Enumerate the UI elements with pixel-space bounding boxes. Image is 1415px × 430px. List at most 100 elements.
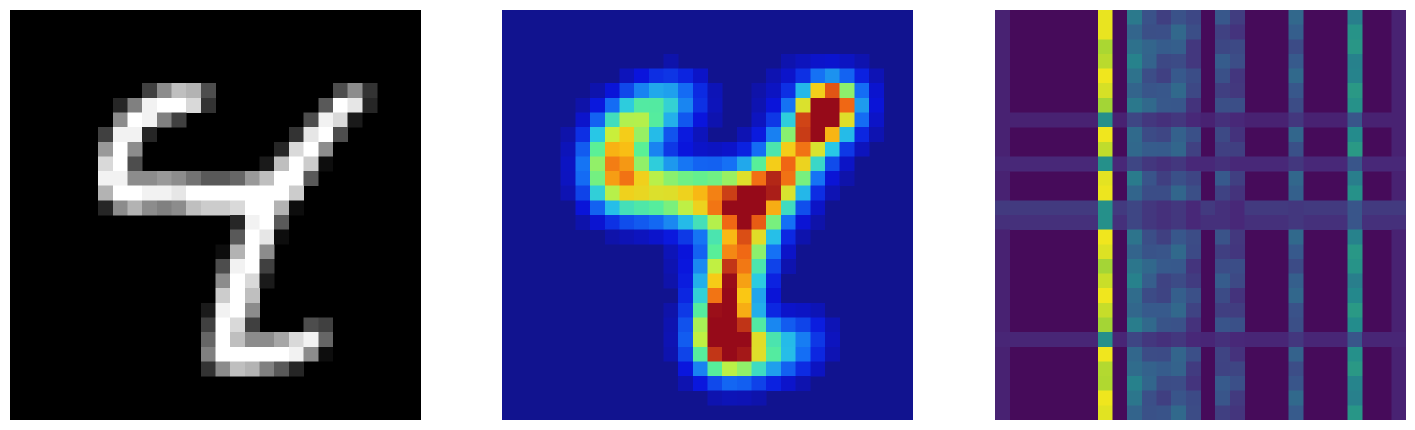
attention-cell bbox=[1156, 156, 1172, 172]
attention-cell bbox=[1347, 141, 1363, 157]
heatmap-cell bbox=[824, 156, 840, 172]
attention-cell bbox=[995, 288, 1010, 304]
attention-cell bbox=[1024, 215, 1040, 230]
attention-cell bbox=[1156, 10, 1172, 25]
attention-cell bbox=[1097, 361, 1113, 377]
attention-cell bbox=[1347, 302, 1363, 318]
attention-cell bbox=[1332, 156, 1348, 172]
attention-cell bbox=[1185, 171, 1201, 187]
digit-pixel bbox=[274, 156, 290, 172]
heatmap-cell bbox=[663, 185, 679, 201]
attention-cell bbox=[1391, 215, 1406, 230]
attention-cell bbox=[1127, 39, 1143, 55]
heatmap-cell bbox=[707, 332, 723, 348]
attention-cell bbox=[1112, 112, 1128, 128]
heatmap-cell bbox=[619, 185, 635, 201]
digit-pixel bbox=[156, 97, 172, 113]
heatmap-cell bbox=[868, 127, 884, 143]
heatmap-cell bbox=[736, 288, 752, 304]
heatmap-cell bbox=[707, 171, 723, 187]
digit-pixel bbox=[230, 244, 246, 260]
heatmap-cell bbox=[663, 258, 679, 274]
attention-cell bbox=[1229, 156, 1245, 172]
digit-pixel bbox=[186, 200, 202, 216]
digit-pixel bbox=[288, 141, 304, 157]
heatmap-cell bbox=[795, 112, 811, 128]
attention-cell bbox=[1171, 200, 1187, 216]
heatmap-cell bbox=[590, 200, 606, 216]
attention-cell bbox=[1185, 185, 1201, 201]
attention-cell bbox=[1288, 39, 1304, 55]
heatmap-cell bbox=[766, 258, 782, 274]
digit-pixel bbox=[186, 185, 202, 201]
digit-pixel bbox=[215, 317, 231, 333]
attention-cell bbox=[1171, 346, 1187, 362]
heatmap-cell bbox=[663, 215, 679, 230]
digit-pixel bbox=[98, 141, 114, 157]
heatmap-cell bbox=[780, 244, 796, 260]
digit-pixel bbox=[274, 346, 290, 362]
digit-pixel bbox=[288, 171, 304, 187]
attention-cell bbox=[1171, 288, 1187, 304]
heatmap-cell bbox=[810, 171, 826, 187]
heatmap-cell bbox=[678, 273, 694, 289]
heatmap-cell bbox=[780, 346, 796, 362]
attention-cell bbox=[1391, 24, 1406, 40]
heatmap-cell bbox=[648, 215, 664, 230]
digit-pixel bbox=[244, 317, 260, 333]
heatmap-cell bbox=[810, 68, 826, 84]
digit-pixel bbox=[215, 258, 231, 274]
attention-cell bbox=[1053, 332, 1069, 348]
attention-cell bbox=[1288, 405, 1304, 420]
digit-pixel bbox=[142, 112, 158, 128]
heatmap-cell bbox=[810, 200, 826, 216]
heatmap-cell bbox=[839, 97, 855, 113]
heatmap-cell bbox=[575, 112, 591, 128]
digit-pixel bbox=[186, 97, 202, 113]
digit-pixel bbox=[288, 346, 304, 362]
attention-cell bbox=[1288, 83, 1304, 99]
attention-cell bbox=[995, 185, 1010, 201]
attention-cell bbox=[995, 302, 1010, 318]
heatmap-cell bbox=[678, 185, 694, 201]
heatmap-cell bbox=[604, 141, 620, 157]
heatmap-cell bbox=[678, 127, 694, 143]
digit-pixel bbox=[200, 361, 216, 377]
attention-cell bbox=[1229, 229, 1245, 245]
heatmap-cell bbox=[663, 83, 679, 99]
heatmap-cell bbox=[839, 112, 855, 128]
digit-image-panel bbox=[10, 10, 421, 420]
digit-pixel bbox=[215, 244, 231, 260]
saliency-heatmap bbox=[560, 53, 884, 406]
attention-cell bbox=[1347, 156, 1363, 172]
heatmap-cell bbox=[736, 171, 752, 187]
attention-cell bbox=[1127, 361, 1143, 377]
attention-cell bbox=[1229, 185, 1245, 201]
heatmap-cell bbox=[590, 83, 606, 99]
heatmap-cell bbox=[590, 127, 606, 143]
digit-pixel bbox=[215, 332, 231, 348]
heatmap-cell bbox=[722, 229, 738, 245]
heatmap-cell bbox=[560, 156, 576, 172]
heatmap-cell bbox=[824, 332, 840, 348]
heatmap-cell bbox=[678, 229, 694, 245]
attention-cell bbox=[1097, 376, 1113, 392]
digit-pixel bbox=[127, 97, 143, 113]
heatmap-cell bbox=[751, 244, 767, 260]
attention-cell bbox=[1009, 200, 1025, 216]
heatmap-cell bbox=[692, 258, 708, 274]
heatmap-cell bbox=[722, 171, 738, 187]
heatmap-cell bbox=[692, 332, 708, 348]
attention-cell bbox=[1097, 288, 1113, 304]
heatmap-cell bbox=[766, 112, 782, 128]
attention-cell bbox=[1259, 156, 1275, 172]
digit-pixel bbox=[318, 141, 334, 157]
attention-cell bbox=[1273, 332, 1289, 348]
digit-pixel bbox=[347, 83, 363, 99]
heatmap-cell bbox=[751, 141, 767, 157]
attention-cell bbox=[1141, 97, 1157, 113]
heatmap-cell bbox=[766, 68, 782, 84]
heatmap-cell bbox=[751, 156, 767, 172]
digit-pixel bbox=[362, 97, 378, 113]
heatmap-cell bbox=[692, 273, 708, 289]
